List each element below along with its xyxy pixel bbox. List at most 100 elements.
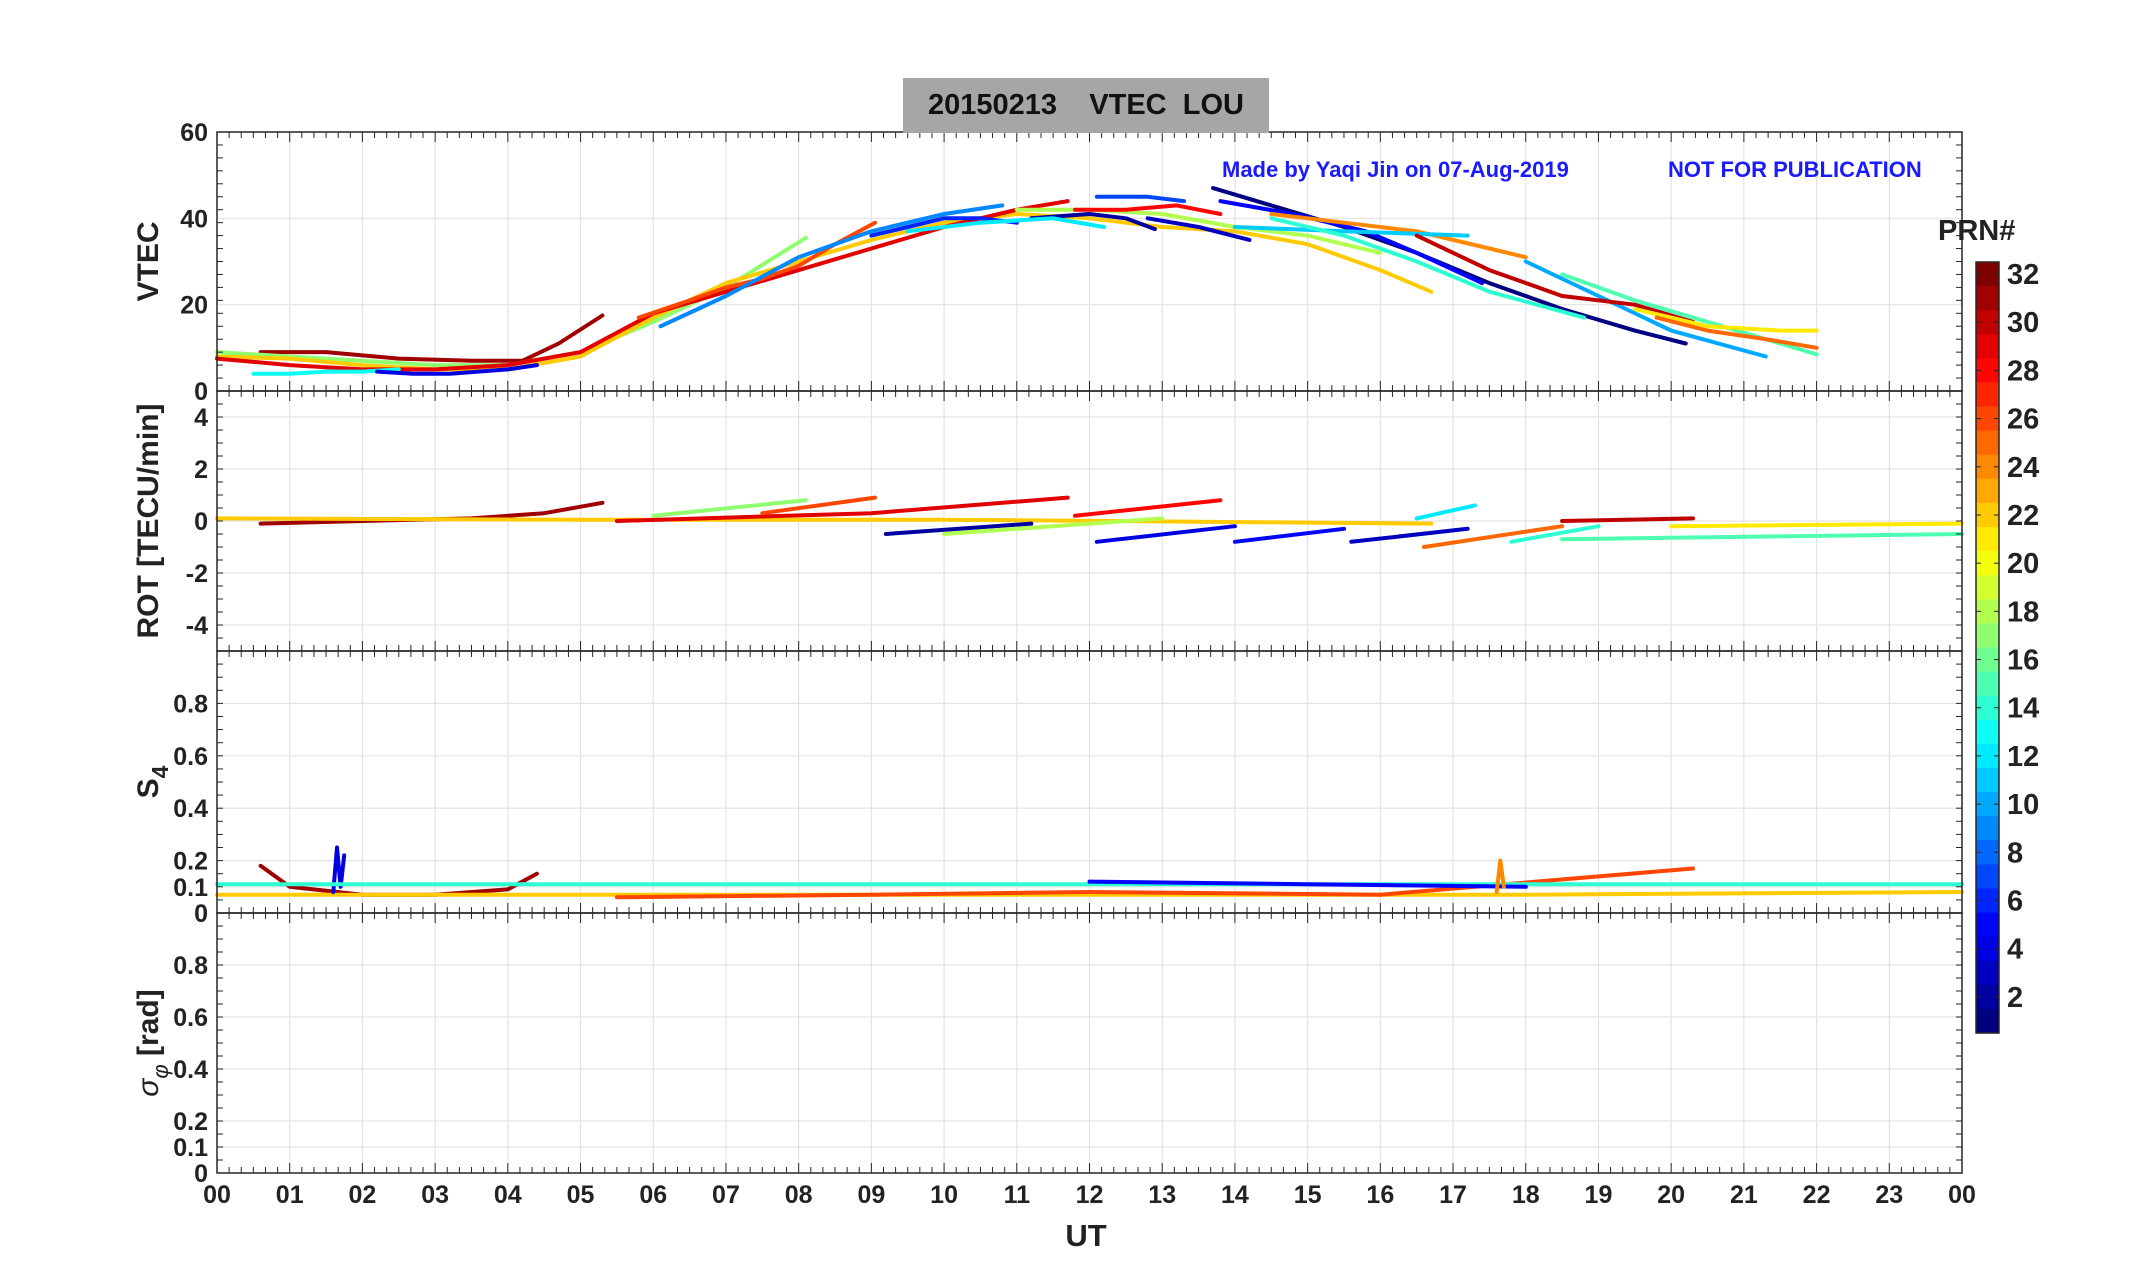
colorbar-segment <box>1976 695 1999 721</box>
y-axis-label-sigma_phi: σφ [rad] <box>132 989 173 1096</box>
y-axis-label-rot: ROT [TECU/min] <box>132 404 165 639</box>
colorbar-tick-label: 14 <box>2007 693 2039 725</box>
y-tick-label: 0.1 <box>173 874 208 902</box>
credit-right: NOT FOR PUBLICATION <box>1668 157 1922 182</box>
colorbar-tick-label: 18 <box>2007 596 2039 628</box>
y-tick-label: -4 <box>186 612 208 640</box>
x-tick-label: 15 <box>1294 1181 1322 1209</box>
x-tick-label: 06 <box>639 1181 667 1209</box>
colorbar-segment <box>1976 551 1999 576</box>
series-line-prn-2 <box>883 521 1034 536</box>
series-line-prn-6 <box>869 216 1019 238</box>
x-tick-label: 22 <box>1803 1181 1831 1209</box>
x-tick-label: 07 <box>712 1181 740 1209</box>
series-line-prn-4 <box>331 845 347 894</box>
x-tick-label: 14 <box>1221 1181 1249 1209</box>
series-line-prn-30 <box>1414 233 1695 324</box>
x-tick-label: 04 <box>494 1181 522 1209</box>
chart-title: 20150213 VTEC LOU <box>903 78 1269 133</box>
colorbar-segment <box>1976 478 1999 504</box>
colorbar-segment <box>1976 984 1999 1010</box>
series-line-prn-3 <box>1145 216 1252 242</box>
series-line-prn-14 <box>1509 524 1601 544</box>
y-tick-label: 0.8 <box>173 952 208 980</box>
colorbar-label: PRN# <box>1938 215 2015 247</box>
series-line-prn-24 <box>1269 212 1528 260</box>
colorbar-segment <box>1976 647 1999 673</box>
series-line-prn-12 <box>905 216 1106 234</box>
series-line-prn-11 <box>1232 225 1470 238</box>
x-tick-label: 12 <box>1076 1181 1104 1209</box>
colorbar-tick-label: 2 <box>2007 982 2023 1014</box>
series-line-prn-21 <box>1669 521 1964 529</box>
colorbar-segment <box>1976 840 1999 865</box>
x-tick-label: 00 <box>203 1181 231 1209</box>
x-tick-label: 23 <box>1875 1181 1903 1209</box>
series-line-prn-24 <box>1494 858 1506 894</box>
y-tick-label: 0.8 <box>173 690 208 718</box>
y-tick-label: 0 <box>194 378 208 406</box>
series-line-prn-29 <box>614 495 1070 523</box>
y-tick-label: 2 <box>194 456 208 484</box>
series-line-prn-21 <box>1632 307 1819 333</box>
colorbar-tick-label: 26 <box>2007 404 2039 436</box>
colorbar-tick-label: 16 <box>2007 645 2039 677</box>
colorbar-tick-label: 6 <box>2007 885 2023 917</box>
colorbar-segment <box>1976 960 1999 986</box>
series-line-prn-28 <box>1073 203 1223 216</box>
y-tick-label: 0.6 <box>173 743 208 771</box>
colorbar-segment <box>1976 527 1999 552</box>
colorbar-segment <box>1976 623 1999 649</box>
y-tick-label: 0.2 <box>173 1108 208 1136</box>
series-line-prn-18 <box>942 516 1165 536</box>
credit-left: Made by Yaqi Jin on 07-Aug-2019 <box>1222 157 1569 182</box>
colorbar-segment <box>1976 792 1999 817</box>
y-tick-label: 20 <box>180 292 208 320</box>
colorbar-segment <box>1976 864 1999 890</box>
colorbar-segment <box>1976 936 1999 962</box>
x-tick-label: 21 <box>1730 1181 1758 1209</box>
series-line-prn-5 <box>1232 526 1346 544</box>
x-tick-label: 10 <box>930 1181 958 1209</box>
series-line-prn-9 <box>658 203 1005 329</box>
series-line-prn-10 <box>1523 259 1768 359</box>
x-tick-label: 00 <box>1948 1181 1976 1209</box>
y-tick-label: 0.6 <box>173 1004 208 1032</box>
x-tick-label: 05 <box>567 1181 595 1209</box>
series-line-prn-28 <box>1073 498 1223 518</box>
colorbar-segment <box>1976 575 1999 600</box>
series-line-prn-25 <box>1422 524 1565 549</box>
series-line-prn-2 <box>1029 212 1157 232</box>
series-line-prn-14 <box>1269 216 1586 320</box>
colorbar-segment <box>1976 888 1999 914</box>
series-line-prn-22 <box>215 516 1434 526</box>
panel-rot: -4 -2 0 2 4 ROT [TECU/min] <box>132 390 1964 652</box>
colorbar-tick-label: 10 <box>2007 789 2039 821</box>
colorbar-segment <box>1976 286 1999 311</box>
series-line-prn-5 <box>1087 879 1528 889</box>
colorbar-segment <box>1976 719 1999 745</box>
x-tick-label: 01 <box>276 1181 304 1209</box>
x-tick-label: 18 <box>1512 1181 1540 1209</box>
y-tick-label: 40 <box>180 205 208 233</box>
colorbar-segment <box>1976 767 1999 793</box>
colorbar-segment <box>1976 358 1999 384</box>
series-line-prn-15 <box>1560 272 1819 357</box>
colorbar-tick-label: 28 <box>2007 355 2039 387</box>
y-tick-label: 0.4 <box>173 1056 208 1084</box>
x-axis-label: UT <box>1065 1218 1106 1253</box>
x-tick-label: 16 <box>1366 1181 1394 1209</box>
colorbar-segment <box>1976 743 1999 769</box>
y-tick-label: 60 <box>180 119 208 147</box>
colorbar-frame <box>1975 261 2000 1034</box>
colorbar-segment <box>1976 406 1999 432</box>
colorbar-segment <box>1976 816 1999 841</box>
x-tick-label: 17 <box>1439 1181 1467 1209</box>
series-line-prn-25 <box>1654 315 1819 350</box>
series-line-prn-7 <box>1094 194 1186 204</box>
x-tick-label: 11 <box>1004 1181 1031 1209</box>
series-line-prn-17 <box>651 498 808 518</box>
x-tick-label: 02 <box>349 1181 377 1209</box>
